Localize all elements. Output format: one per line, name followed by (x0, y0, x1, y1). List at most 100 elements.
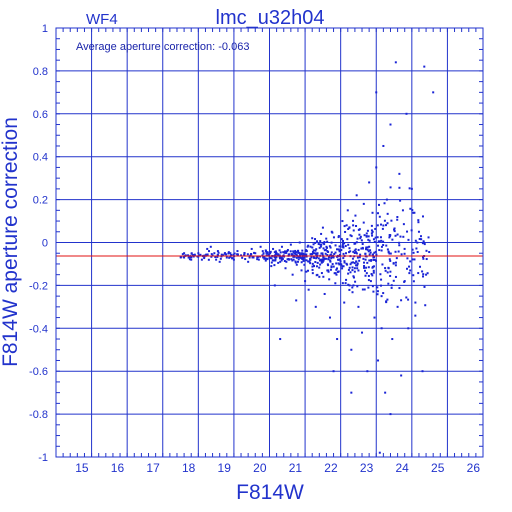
data-point (388, 258, 391, 261)
data-point (254, 252, 257, 255)
data-point (394, 250, 397, 253)
data-point (326, 240, 329, 243)
data-point (378, 215, 381, 218)
data-point (273, 284, 276, 287)
data-point (299, 256, 302, 259)
x-tick-label: 24 (395, 461, 409, 475)
data-point (400, 374, 403, 377)
data-point (364, 269, 367, 272)
data-point (326, 254, 329, 257)
data-point (352, 276, 355, 279)
x-tick-label: 15 (75, 461, 89, 475)
data-point (263, 257, 266, 260)
data-point (393, 228, 396, 231)
data-point (417, 230, 420, 233)
data-point (348, 284, 351, 287)
data-point (291, 259, 294, 262)
data-point (341, 244, 344, 247)
data-point (330, 255, 333, 258)
data-point (360, 239, 363, 242)
chart-title: lmc_u32h04 (216, 7, 325, 29)
x-tick-label: 26 (467, 461, 481, 475)
data-point (332, 265, 335, 268)
data-point (348, 226, 351, 229)
chip-label: WF4 (86, 11, 118, 28)
data-point (278, 254, 281, 257)
data-point (317, 257, 320, 260)
data-point (311, 272, 314, 275)
data-point (354, 248, 357, 251)
data-point (356, 262, 359, 265)
data-point (369, 249, 372, 252)
data-point (225, 253, 228, 256)
data-point (307, 269, 310, 272)
data-point (354, 242, 357, 245)
data-point (416, 241, 419, 244)
data-point (352, 284, 355, 287)
data-point (367, 279, 370, 282)
data-point (312, 264, 315, 267)
data-point (315, 265, 318, 268)
data-point (353, 270, 356, 273)
data-point (392, 262, 395, 265)
data-point (279, 251, 282, 254)
x-tick-label: 16 (111, 461, 125, 475)
data-point (409, 260, 412, 263)
data-point (371, 234, 374, 237)
data-point (358, 233, 361, 236)
data-point (320, 232, 323, 235)
data-point (292, 258, 295, 261)
data-point (384, 391, 387, 394)
data-point (365, 232, 368, 235)
data-point (380, 249, 383, 252)
data-point (374, 250, 377, 253)
data-point (415, 247, 418, 250)
data-point (400, 299, 403, 302)
data-point (367, 250, 370, 253)
data-point (347, 283, 350, 286)
data-point (390, 286, 393, 289)
data-point (359, 237, 362, 240)
data-point (385, 300, 388, 303)
data-point (329, 260, 332, 263)
data-point (213, 252, 216, 255)
data-point (280, 257, 283, 260)
data-point (373, 240, 376, 243)
data-point (289, 250, 292, 253)
data-point (256, 256, 259, 259)
data-point (337, 248, 340, 251)
data-point (341, 282, 344, 285)
data-point (229, 252, 232, 255)
data-point (365, 235, 368, 238)
data-point (356, 267, 359, 270)
data-point (312, 243, 315, 246)
data-point (273, 264, 276, 267)
data-point (417, 272, 420, 275)
data-point (283, 251, 286, 254)
y-tick-label: 0.4 (33, 152, 48, 164)
data-point (361, 243, 364, 246)
data-point (370, 259, 373, 262)
data-point (192, 254, 195, 257)
data-point (382, 244, 385, 247)
data-point (423, 243, 426, 246)
data-point (284, 267, 287, 270)
data-point (315, 248, 318, 251)
data-point (360, 247, 363, 250)
data-point (382, 144, 385, 147)
data-point (316, 256, 319, 259)
data-point (350, 235, 353, 238)
data-point (416, 251, 419, 254)
data-point (356, 237, 359, 240)
data-point (319, 263, 322, 266)
data-point (390, 219, 393, 222)
data-point (243, 252, 246, 255)
data-point (340, 238, 343, 241)
data-point (336, 248, 339, 251)
data-point (395, 257, 398, 260)
data-point (407, 238, 410, 241)
data-point (263, 255, 266, 258)
data-point (353, 267, 356, 270)
data-point (295, 256, 298, 259)
data-point (314, 252, 317, 255)
